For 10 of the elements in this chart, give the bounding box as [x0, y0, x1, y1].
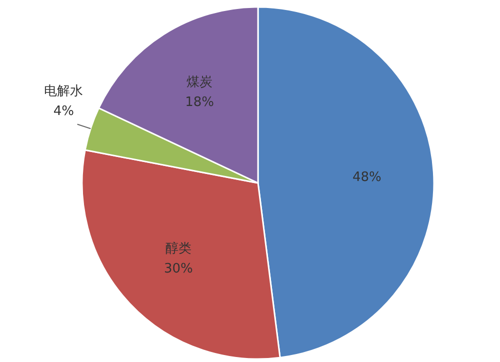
data-label: 48%	[352, 170, 382, 186]
slice: 48%	[257, 6, 434, 358]
slice: 煤炭 18%	[98, 6, 259, 184]
data-label: 18%	[185, 94, 214, 110]
slice-label: 醇类	[165, 242, 192, 257]
slice: 醇类 30%	[82, 149, 281, 360]
data-label: 4%	[53, 104, 74, 119]
data-label: 30%	[164, 262, 193, 277]
slice-label: 电解水	[44, 84, 84, 99]
slice-label: 煤炭	[186, 74, 213, 90]
